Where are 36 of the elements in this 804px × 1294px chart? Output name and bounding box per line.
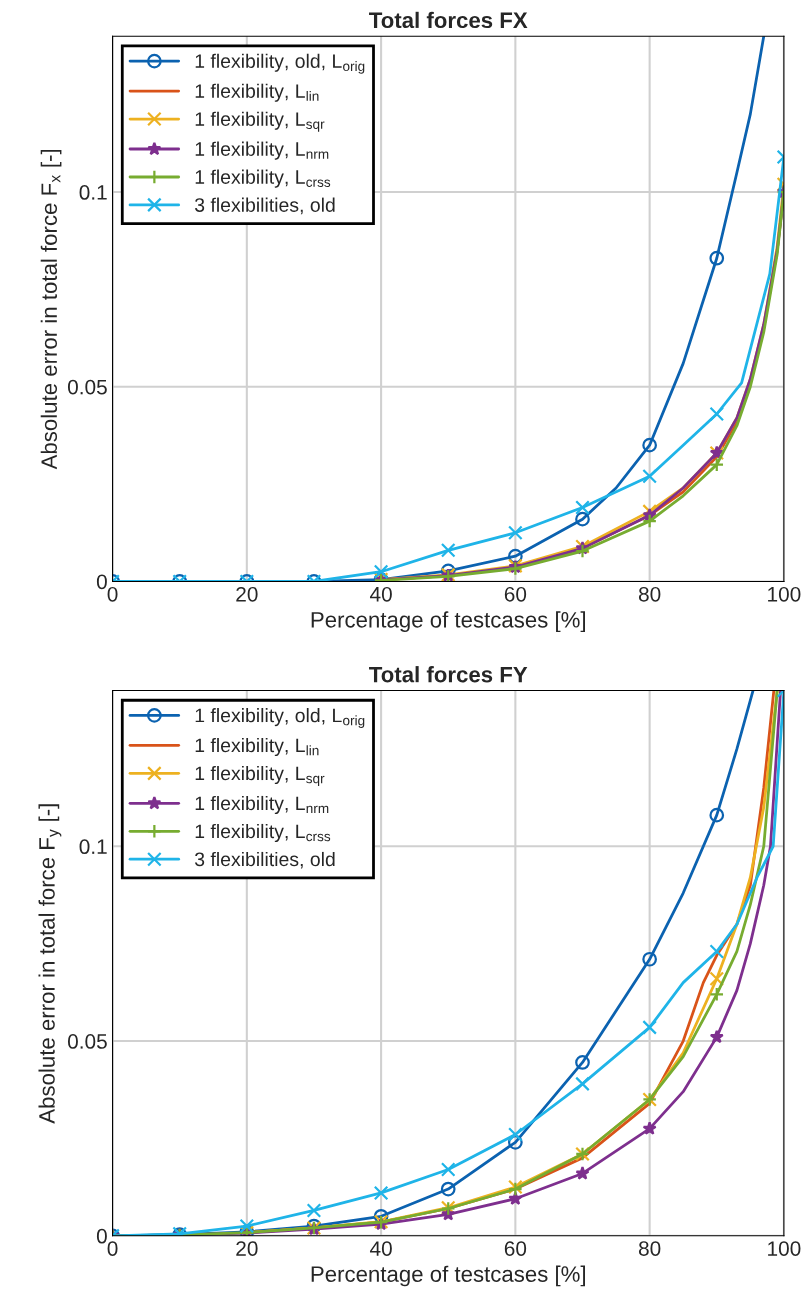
legend-label: 1 flexibility, L$_{lin}$ xyxy=(195,737,319,757)
x-tick-label: 80 xyxy=(638,586,661,602)
y-tick-label: 0.1 xyxy=(79,185,107,200)
y-tick-label: 0 xyxy=(96,1228,107,1244)
legend-label: 1 flexibility, L$_{crss}$ xyxy=(195,169,331,188)
x-tick-label: 60 xyxy=(504,586,527,602)
y-tick-label: 0.1 xyxy=(79,839,107,855)
legend-label: 1 flexibility, old, L$_{orig}$ xyxy=(195,53,365,74)
legend-label: 1 flexibility, old, L$_{orig}$ xyxy=(195,708,365,729)
y-tick-label: 0.05 xyxy=(67,379,107,395)
x-tick-label: 20 xyxy=(236,1241,258,1256)
legend-label: 3 flexibilities, old xyxy=(194,197,335,215)
legend-label: 3 flexibilities, old xyxy=(194,851,335,869)
x-tick-label: 0 xyxy=(107,586,118,602)
legend-label: 1 flexibility, L$_{nrm}$ xyxy=(195,141,329,160)
y-tick-label: 0 xyxy=(96,574,107,590)
x-tick-label: 100 xyxy=(768,1241,801,1256)
legend-label: 1 flexibility, L$_{lin}$ xyxy=(195,83,319,102)
x-tick-label: 40 xyxy=(369,1241,392,1256)
x-axis-title: Percentage of testcases [%] xyxy=(311,611,585,633)
y-tick-label: 0.05 xyxy=(67,1034,107,1049)
x-tick-label: 100 xyxy=(768,586,801,602)
x-tick-label: 20 xyxy=(236,586,258,602)
x-tick-label: 40 xyxy=(369,586,392,602)
legend-label: 1 flexibility, L$_{crss}$ xyxy=(195,823,331,843)
x-tick-label: 80 xyxy=(638,1241,661,1256)
x-axis-title: Percentage of testcases [%] xyxy=(311,1265,585,1287)
x-tick-label: 0 xyxy=(107,1241,118,1256)
legend-label: 1 flexibility, L$_{nrm}$ xyxy=(195,795,329,815)
chart-title: Total forces FX xyxy=(369,11,528,29)
y-axis-title: Absolute error in total force F$_{y}$ [-] xyxy=(38,804,62,1124)
y-axis-title: Absolute error in total force F$_{x}$ [-] xyxy=(40,149,62,470)
x-tick-label: 60 xyxy=(504,1241,527,1256)
legend-label: 1 flexibility, L$_{sqr}$ xyxy=(195,765,325,786)
legend-label: 1 flexibility, L$_{sqr}$ xyxy=(195,111,325,132)
chart-title: Total forces FY xyxy=(369,666,528,683)
